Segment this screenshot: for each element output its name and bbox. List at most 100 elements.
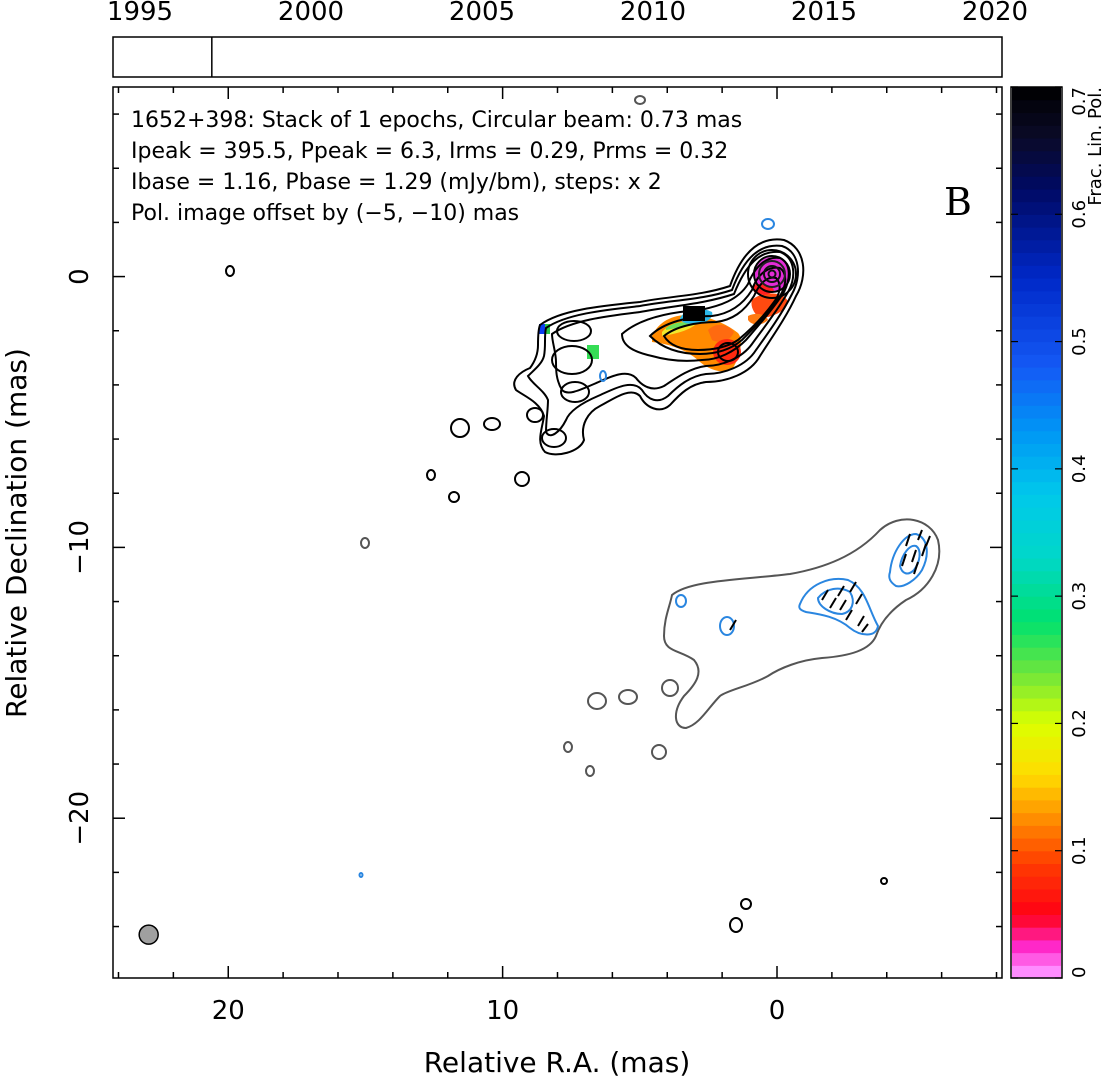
colorbar-band [1012,736,1061,750]
noise-contour-4 [526,407,544,423]
colorbar-band [1012,277,1061,292]
colorbar-band [1012,939,1061,954]
colorbar-band [1012,239,1061,254]
y-tick-label: −20 [65,791,95,846]
colorbar-band [1012,328,1061,343]
year-label-2015: 2015 [791,0,857,27]
core-contour-1 [747,249,797,299]
noise-contour-9 [729,917,743,933]
colorbar-band [1012,672,1061,686]
noise-contour-6 [448,491,460,503]
y-tick-label: 0 [65,268,95,285]
y-tick-labels: 0 −10 −20 [65,268,95,845]
colorbar-band [1012,532,1061,546]
colorbar-band [1012,456,1061,470]
polarization-contours [358,218,928,878]
contour-blob-left [551,345,593,375]
contour-level-1 [513,238,805,456]
colorbar-band [1012,125,1061,139]
info-line-4: Pol. image offset by (−5, −10) mas [131,201,519,226]
evpa-tick [821,589,829,601]
noise-contour-8 [880,877,888,885]
knot-contour [717,342,739,362]
colorbar-band [1012,176,1061,190]
year-label-1995: 1995 [107,0,173,27]
colorbar-band [1012,545,1061,559]
evpa-tick [849,581,857,593]
contour-level-6 [662,276,781,352]
noise-contour-10 [740,898,752,910]
colorbar-band [1012,303,1061,317]
evpa-tick [829,597,837,609]
evpa-tick [845,609,853,621]
info-line-3: Ibase = 1.16, Pbase = 1.29 (mJy/bm), ste… [131,170,662,195]
noise-contour-2 [450,418,470,438]
colorbar-band [1012,965,1061,979]
evpa-tick [917,529,923,541]
pol-contour-9 [358,872,364,878]
colorbar-band [1012,137,1061,152]
pol-contour-5 [761,218,775,230]
axis-ticks [113,87,1002,978]
colorbar-band [1012,608,1061,623]
colorbar-band [1012,570,1061,585]
colorbar-band [1012,367,1061,381]
colorbar-band [1012,150,1061,164]
evpa-tick [857,615,865,627]
evpa-vectors [729,529,931,633]
info-line-2: Ipeak = 395.5, Ppeak = 6.3, Irms = 0.29,… [131,139,728,164]
colorbar-band [1012,227,1061,241]
offset-contour-main [662,518,941,730]
core-contour-2 [753,255,791,293]
colorbar-tick-label: 0.4 [1069,455,1090,484]
colorbar-band [1012,99,1061,114]
noise-contour-11 [634,95,646,105]
epoch-timeline: 1995 2000 2005 2010 2015 2020 [107,0,1028,78]
evpa-tick [925,535,931,547]
core-contour-3 [758,260,786,288]
evpa-tick [839,599,847,611]
colorbar-band [1012,214,1061,228]
colorbar-band [1012,468,1061,483]
colorbar-band [1012,621,1061,635]
pol-region-orange-2 [708,324,734,342]
info-block: 1652+398: Stack of 1 epochs, Circular be… [131,108,972,226]
noise-contour-7 [514,471,530,487]
x-tick-label: 10 [486,996,519,1026]
colorbar-band [1012,201,1061,215]
offset-contour-blob-2 [618,689,638,705]
evpa-tick [837,585,845,597]
colorbar-band [1012,519,1061,534]
colorbar-tick-label: 0.2 [1069,709,1090,738]
colorbar-band [1012,392,1061,406]
colorbar-band [1012,952,1061,966]
colorbar-tick-labels: 0 0.1 0.2 0.3 0.4 0.5 0.6 0.7 [1011,86,1090,979]
colorbar-band [1012,596,1061,610]
colorbar-band [1012,837,1061,852]
pol-contour-1 [798,578,880,636]
noise-contour-1 [225,265,235,277]
year-label-2000: 2000 [278,0,344,27]
evpa-tick [855,593,863,605]
colorbar-band [1012,481,1061,495]
colorbar-band [1012,341,1061,355]
offset-contour-blob-5 [563,741,573,753]
colorbar-band [1012,799,1061,814]
year-label-2010: 2010 [620,0,686,27]
colorbar: 0 0.1 0.2 0.3 0.4 0.5 0.6 0.7 Frac. Lin. Pol. [1010,86,1106,979]
map-panel: 1652+398: Stack of 1 epochs, Circular be… [0,86,1003,1079]
colorbar-band [1012,659,1061,674]
pol-pixel-blue [539,324,545,334]
colorbar-band [1012,901,1061,915]
x-tick-labels: 20 10 0 [212,996,786,1026]
colorbar-band [1012,723,1061,737]
colorbar-band [1012,634,1061,648]
colorbar-band [1012,557,1061,572]
intensity-contours [225,95,888,933]
colorbar-band [1012,914,1061,928]
pol-contour-8 [719,616,735,636]
colorbar-band [1012,697,1061,712]
core-contour-5 [767,269,777,279]
contour-hole-left [556,320,592,342]
colorbar-band [1012,583,1061,597]
